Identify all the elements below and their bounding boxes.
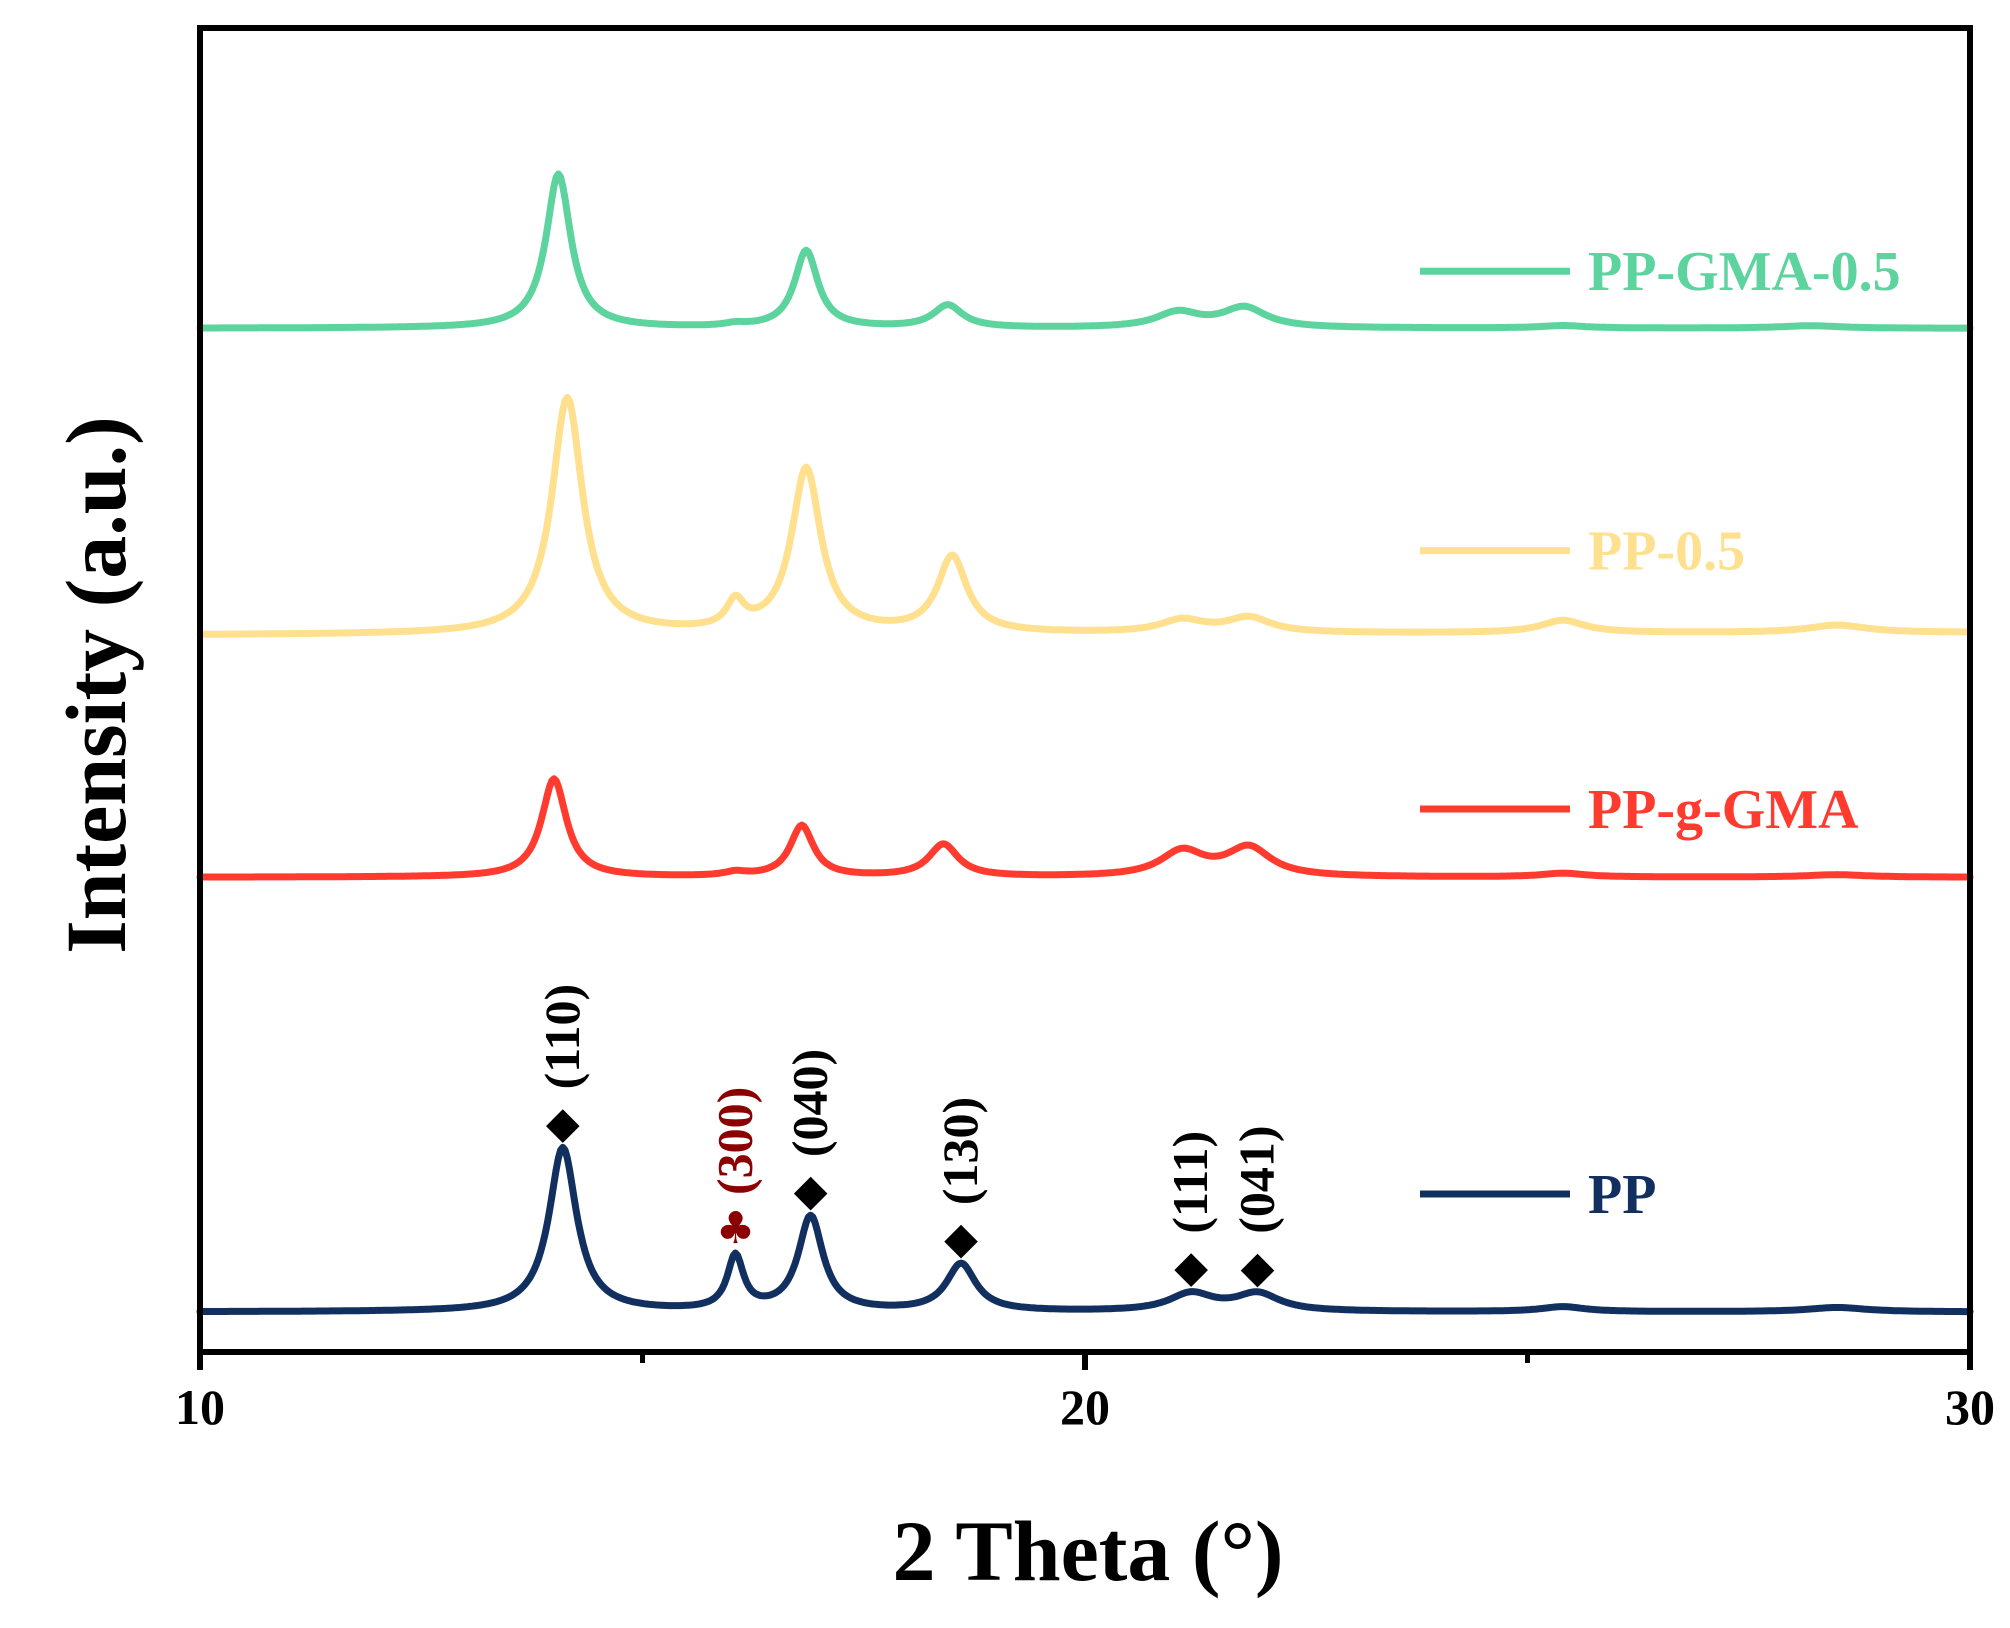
legend-label: PP	[1588, 1164, 1656, 1226]
legend-label: PP-GMA-0.5	[1588, 241, 1901, 303]
x-tick-label: 20	[1060, 1379, 1110, 1435]
peak-label: (130)	[932, 1097, 988, 1205]
peak-marker: ◆	[1174, 1242, 1208, 1293]
peak-marker: ◆	[794, 1165, 828, 1216]
series-line-pp-g-gma	[196, 775, 1974, 881]
peak-annotation-041: ◆ (041)	[1229, 1125, 1285, 1292]
series-line-pp-0.5	[196, 393, 1974, 638]
y-axis-title: Intensity (a.u.)	[48, 416, 144, 954]
peak-label: (111)	[1162, 1131, 1218, 1234]
x-tick-label: 30	[1945, 1379, 1995, 1435]
peak-annotation-110: ◆ (110)	[534, 984, 590, 1149]
peak-label: (040)	[782, 1049, 838, 1157]
peak-annotation-040: ◆ (040)	[782, 1049, 838, 1216]
peak-annotations: ◆ (110) ♣ (300) ◆ (040) ◆ (130) ◆ (111) ◆ (041)	[534, 984, 1285, 1293]
legend-label: PP-g-GMA	[1588, 779, 1859, 841]
legend: PP PP-g-GMA PP-0.5 PP-GMA-0.5	[1420, 241, 1901, 1226]
peak-marker: ♣	[716, 1203, 755, 1254]
legend-entry-pp: PP	[1420, 1164, 1656, 1226]
legend-entry-pp-gma-0.5: PP-GMA-0.5	[1420, 241, 1901, 303]
peak-label: (300)	[706, 1087, 762, 1195]
peak-label: (110)	[534, 984, 590, 1090]
series-line-pp	[196, 1143, 1974, 1316]
axes: 10 20 30	[175, 25, 1995, 1435]
x-tick-label: 10	[175, 1379, 225, 1435]
legend-entry-pp-0.5: PP-0.5	[1420, 521, 1745, 583]
legend-label: PP-0.5	[1588, 521, 1745, 583]
peak-annotation-111: ◆ (111)	[1162, 1131, 1218, 1293]
plot-frame	[197, 25, 1973, 1355]
series-layer	[196, 170, 1974, 1316]
peak-annotation-300: ♣ (300)	[706, 1087, 762, 1254]
peak-marker: ◆	[1241, 1242, 1275, 1293]
series-line-pp-gma-0.5	[196, 170, 1974, 332]
x-axis-title: 2 Theta (°)	[892, 1503, 1283, 1599]
peak-marker: ◆	[944, 1213, 978, 1264]
legend-entry-pp-g-gma: PP-g-GMA	[1420, 779, 1859, 841]
peak-annotation-130: ◆ (130)	[932, 1097, 988, 1264]
peak-marker: ◆	[546, 1097, 580, 1148]
peak-label: (041)	[1229, 1125, 1285, 1233]
